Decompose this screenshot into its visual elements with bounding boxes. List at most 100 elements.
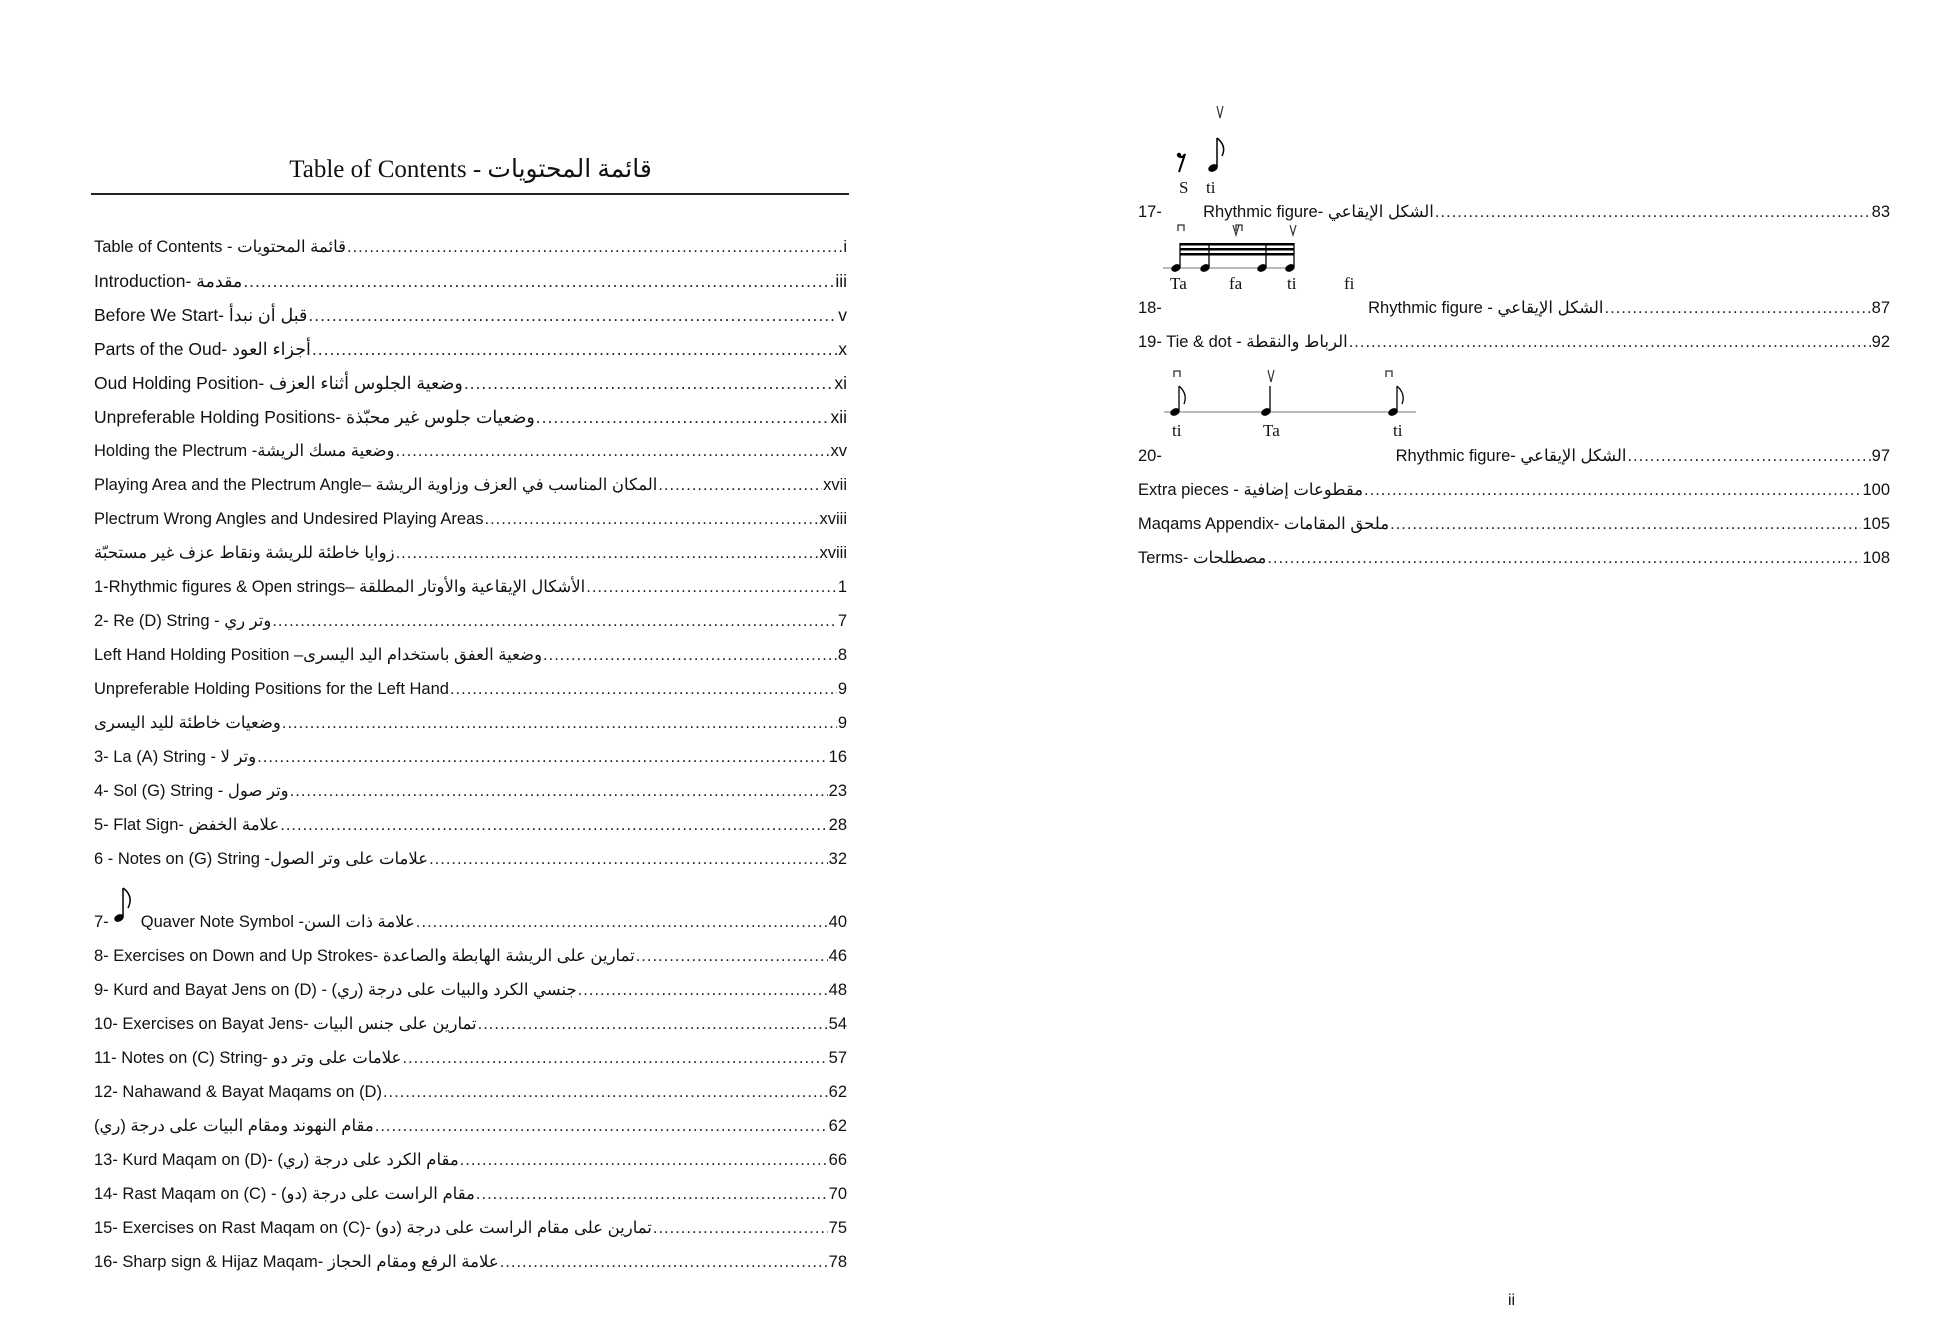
toc-entry-label: 17- Rhythmic figure- الشكل الإيقاعي (1138, 203, 1434, 221)
toc-entry[interactable]: زوايا خاطئة للريشة ونقاط عزف غير مستحبّة… (94, 541, 847, 565)
toc-entry[interactable]: 19- Tie & dot - الرباط والنقطة 92 (1138, 330, 1890, 354)
dot-leader (586, 575, 837, 599)
toc-entry-label: Introduction- مقدمة (94, 271, 243, 291)
toc-entry-page: 7 (837, 612, 847, 630)
toc-entry-label: 20- Rhythmic figure- الشكل الإيقاعي (1138, 447, 1627, 465)
toc-entry-label: 14- Rast Maqam on (C) - (دو) مقام الراست… (94, 1185, 475, 1203)
toc-entry[interactable]: 10- Exercises on Bayat Jens- تمارين على … (94, 1012, 847, 1036)
dot-leader (396, 439, 830, 463)
dot-leader (636, 944, 828, 968)
dot-leader (478, 1012, 828, 1036)
dot-leader (1435, 200, 1871, 224)
toc-entry-page: 70 (828, 1185, 847, 1203)
dot-leader (347, 235, 842, 259)
toc-entry-page: v (838, 305, 847, 325)
toc-entry-label: Oud Holding Position- وضعية الجلوس أثناء… (94, 373, 463, 393)
toc-entry[interactable]: Unpreferable Holding Positions- وضعيات ج… (94, 405, 847, 429)
toc-entry-page: iii (835, 271, 847, 291)
dot-leader (476, 1182, 828, 1206)
toc-entry-label: 11- Notes on (C) String- علامات على وتر … (94, 1049, 402, 1067)
dot-leader (1349, 330, 1871, 354)
toc-entry[interactable]: مقام النهوند ومقام البيات على درجة (ري) 6… (94, 1114, 847, 1138)
quaver-note-icon (114, 887, 131, 922)
toc-entry[interactable]: Playing Area and the Plectrum Angle– الم… (94, 473, 847, 497)
toc-entry-page: xvii (823, 476, 847, 494)
dot-leader (485, 507, 819, 531)
syllable: ti (1172, 421, 1182, 440)
toc-entry-page: xv (830, 442, 848, 460)
toc-entry[interactable]: Left Hand Holding Position –وضعية العفق … (94, 643, 847, 667)
toc-entry[interactable]: Plectrum Wrong Angles and Undesired Play… (94, 507, 847, 531)
toc-entry-page: 108 (1862, 549, 1890, 567)
page-title: Table of Contents - قائمة المحتويات (289, 156, 652, 183)
dot-leader (658, 473, 822, 497)
toc-entry[interactable]: وضعيات خاطئة لليد اليسرى 9 (94, 711, 847, 735)
toc-entry-label: Terms- مصطلحات (1138, 549, 1267, 567)
toc-entry-page: 32 (828, 850, 847, 868)
toc-entry-label: 4- Sol (G) String - وتر صول (94, 782, 289, 800)
toc-entry[interactable]: Oud Holding Position- وضعية الجلوس أثناء… (94, 371, 847, 395)
dot-leader (1605, 296, 1871, 320)
dot-leader (543, 643, 837, 667)
toc-entry-label: Extra pieces - مقطوعات إضافية (1138, 481, 1364, 499)
syllable: ti (1287, 274, 1297, 293)
toc-entry-page: 66 (828, 1151, 847, 1169)
toc-entry[interactable]: 20- Rhythmic figure- الشكل الإيقاعي 97 (1138, 444, 1890, 468)
toc-entry[interactable]: Terms- مصطلحات 108 (1138, 546, 1890, 570)
toc-entry[interactable]: Unpreferable Holding Positions for the L… (94, 677, 847, 701)
toc-left-column: Table of Contents - قائمة المحتويات i Intr… (94, 0, 847, 1321)
dot-leader (383, 1080, 828, 1104)
syllable: fa (1229, 274, 1243, 293)
dot-leader (396, 541, 819, 565)
toc-entry[interactable]: 5- Flat Sign- علامة الخفض 28 (94, 813, 847, 837)
toc-entry[interactable]: 18- Rhythmic figure - الشكل الإيقاعي 87 (1138, 296, 1890, 320)
dot-leader (500, 1250, 828, 1274)
dot-leader (1267, 546, 1861, 570)
toc-entry-label: Parts of the Oud- أجزاء العود (94, 339, 311, 359)
toc-entry[interactable]: 8- Exercises on Down and Up Strokes- تما… (94, 944, 847, 968)
dot-leader (280, 813, 827, 837)
toc-entry-page: 8 (837, 646, 847, 664)
toc-entry[interactable]: 4- Sol (G) String - وتر صول 23 (94, 779, 847, 803)
toc-entry[interactable]: 11- Notes on (C) String- علامات على وتر … (94, 1046, 847, 1070)
dot-leader (460, 1148, 828, 1172)
toc-entry[interactable]: Extra pieces - مقطوعات إضافية 100 (1138, 478, 1890, 502)
toc-entry[interactable]: Introduction- مقدمة iii (94, 269, 847, 293)
toc-entry[interactable]: 15- Exercises on Rast Maqam on (C)- (دو)… (94, 1216, 847, 1240)
toc-entry[interactable]: Parts of the Oud- أجزاء العود x (94, 337, 847, 361)
toc-entry[interactable]: 17- Rhythmic figure- الشكل الإيقاعي 83 (1138, 200, 1890, 224)
toc-entry[interactable]: 7- Quaver Note Symbol -علامة ذات السن 40 (94, 910, 847, 934)
toc-entry-label: Plectrum Wrong Angles and Undesired Play… (94, 510, 484, 528)
dot-leader (536, 405, 830, 429)
toc-entry[interactable]: 2- Re (D) String - وتر ري 7 (94, 609, 847, 633)
toc-entry-page: 78 (828, 1253, 847, 1271)
toc-entry[interactable]: 13- Kurd Maqam on (D)- (ري) مقام الكرد ع… (94, 1148, 847, 1172)
toc-entry[interactable]: 14- Rast Maqam on (C) - (دو) مقام الراست… (94, 1182, 847, 1206)
toc-entry-label: مقام النهوند ومقام البيات على درجة (ري) (94, 1117, 374, 1135)
toc-entry-page: xviii (819, 510, 848, 528)
toc-entry-label: Holding the Plectrum -وضعية مسك الريشة (94, 442, 395, 460)
dot-leader (243, 269, 834, 293)
toc-entry[interactable]: 9- Kurd and Bayat Jens on (D) - (ري) جنس… (94, 978, 847, 1002)
toc-entry[interactable]: Before We Start- قبل أن نبدأ v (94, 303, 847, 327)
toc-entry[interactable]: 16- Sharp sign & Hijaz Maqam- علامة الرف… (94, 1250, 847, 1274)
toc-entry[interactable]: Maqams Appendix- ملحق المقامات 105 (1138, 512, 1890, 536)
toc-entry-label: 10- Exercises on Bayat Jens- تمارين على … (94, 1015, 477, 1033)
dot-leader (578, 978, 828, 1002)
toc-entry[interactable]: 12- Nahawand & Bayat Maqams on (D) 62 (94, 1080, 847, 1104)
toc-entry-label: 12- Nahawand & Bayat Maqams on (D) (94, 1083, 382, 1101)
toc-entry[interactable]: 1-Rhythmic figures & Open strings– الأشك… (94, 575, 847, 599)
toc-entry-label: Left Hand Holding Position –وضعية العفق … (94, 646, 543, 664)
toc-entry[interactable]: 3- La (A) String - وتر لا 16 (94, 745, 847, 769)
toc-entry-label: 5- Flat Sign- علامة الخفض (94, 816, 280, 834)
dot-leader (416, 910, 828, 934)
dot-leader (1364, 478, 1861, 502)
syllable: S (1179, 178, 1189, 197)
toc-entry[interactable]: Table of Contents - قائمة المحتويات i (94, 235, 847, 259)
toc-entry[interactable]: Holding the Plectrum -وضعية مسك الريشة xv (94, 439, 847, 463)
toc-entry-label: 9- Kurd and Bayat Jens on (D) - (ري) جنس… (94, 981, 577, 999)
toc-entry[interactable]: 6 - Notes on (G) String -علامات على وتر … (94, 847, 847, 871)
toc-entry-label: 16- Sharp sign & Hijaz Maqam- علامة الرف… (94, 1253, 499, 1271)
dot-leader (375, 1114, 828, 1138)
toc-entry-page: 100 (1862, 481, 1890, 499)
